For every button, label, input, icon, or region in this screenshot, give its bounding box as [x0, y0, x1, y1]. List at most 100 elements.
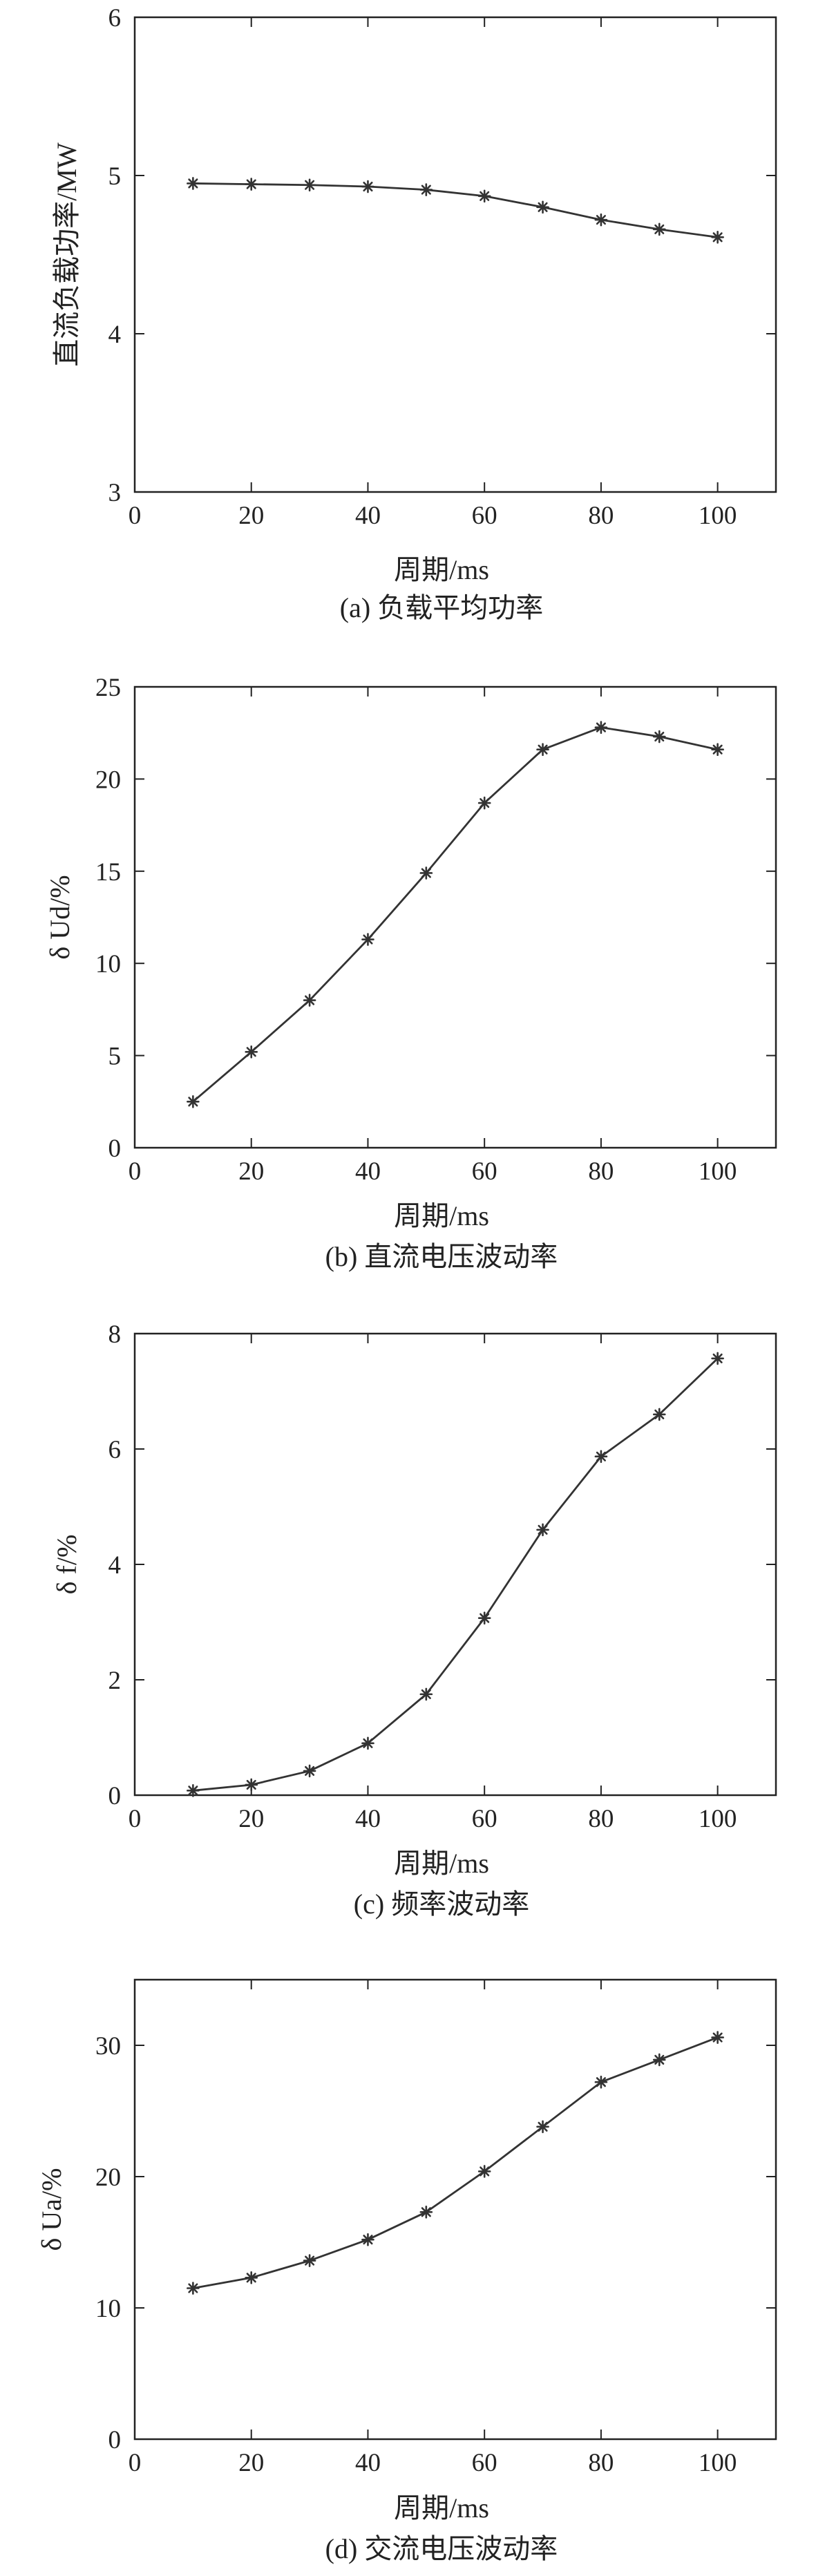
chart-c-x-tick-label: 100 — [699, 1805, 737, 1833]
chart-b-y-tick-label: 25 — [95, 674, 121, 702]
chart-d-data-point — [303, 2254, 316, 2267]
chart-c-y-tick-label: 4 — [108, 1551, 122, 1580]
chart-b-data-point — [652, 730, 666, 744]
chart-d-xlabel: 周期/ms — [394, 2492, 489, 2523]
chart-b-data-point — [419, 866, 433, 880]
chart-b-series-line — [192, 726, 718, 1103]
chart-b-x-tick-label: 60 — [472, 1157, 497, 1186]
chart-d-data-point — [187, 2282, 200, 2295]
chart-b-data-point — [536, 743, 549, 757]
chart-d-data-point — [652, 2053, 666, 2067]
chart-a-x-tick-label: 100 — [699, 502, 737, 530]
chart-a-data-point — [419, 183, 433, 196]
chart-a-ylabel: 直流负载功率/MW — [51, 142, 82, 367]
chart-c-series-line — [193, 1357, 719, 1792]
chart-d-x-tick-label: 80 — [588, 2449, 614, 2477]
chart-c-y-tick-label: 8 — [108, 1320, 122, 1349]
chart-b-ylabel: δ Ud/% — [44, 875, 75, 959]
chart-a-plot-frame — [133, 16, 777, 493]
chart-d-x-tick-label: 100 — [699, 2449, 737, 2477]
chart-c-data-point — [652, 1408, 666, 1421]
chart-d-x-tick-label: 40 — [355, 2449, 381, 2477]
chart-d-plot-frame — [133, 1978, 777, 2441]
chart-c-y-tick-label: 6 — [108, 1436, 122, 1464]
chart-d-data-point — [536, 2120, 549, 2134]
chart-a-y-tick-label: 3 — [108, 479, 122, 507]
chart-c-data-point — [536, 1523, 549, 1537]
chart-c-data-point — [477, 1611, 491, 1625]
chart-d-caption: (d) 交流电压波动率 — [325, 2533, 558, 2564]
chart-a-data-point — [536, 200, 549, 214]
chart-d-data-point — [245, 2271, 258, 2284]
chart-a-data-point — [187, 177, 200, 190]
chart-d-x-tick-label: 60 — [472, 2449, 497, 2477]
chart-c-data-point — [245, 1778, 258, 1792]
chart-b-x-tick-label: 100 — [699, 1157, 737, 1186]
chart-d-y-tick-label: 10 — [95, 2295, 121, 2323]
chart-d-data-point — [361, 2233, 374, 2246]
chart-a-x-tick-label: 80 — [588, 502, 614, 530]
chart-c-y-tick-label: 0 — [108, 1782, 122, 1810]
chart-c-xlabel: 周期/ms — [394, 1848, 489, 1879]
chart-a-data-point — [477, 189, 491, 203]
chart-a-data-point — [711, 231, 724, 244]
chart-a-y-tick-label: 4 — [108, 321, 122, 349]
chart-d-ac-voltage-fluctuation: (d) 交流电压波动率 周期/ms δ Ua/% 0 20 40 60 80 100 0 10… — [36, 1978, 777, 2564]
chart-c-x-tick-label: 60 — [472, 1805, 497, 1833]
chart-c-x-tick-label: 40 — [355, 1805, 381, 1833]
chart-b-plot-frame — [133, 685, 777, 1149]
chart-c-ylabel: δ f/% — [51, 1535, 82, 1595]
chart-d-x-tick-label: 20 — [238, 2449, 264, 2477]
chart-d-data-point — [594, 2075, 608, 2089]
chart-b-y-tick-label: 5 — [108, 1043, 122, 1071]
chart-d-data-point — [477, 2165, 491, 2178]
chart-c-data-point — [361, 1736, 374, 1750]
chart-d-y-tick-label: 0 — [108, 2426, 122, 2454]
chart-a-x-tick-label: 20 — [238, 502, 264, 530]
chart-c-x-tick-label: 0 — [129, 1805, 142, 1833]
chart-a-y-tick-label: 6 — [108, 4, 122, 32]
chart-b-data-point — [477, 796, 491, 810]
chart-c-caption: (c) 频率波动率 — [354, 1888, 529, 1920]
chart-b-dc-voltage-fluctuation: (b) 直流电压波动率 周期/ms δ Ud/% 0 20 40 60 80 100 0 5 1… — [44, 674, 777, 1272]
chart-b-data-point — [711, 743, 724, 757]
chart-a-xlabel: 周期/ms — [394, 554, 489, 585]
chart-c-x-tick-label: 20 — [238, 1805, 264, 1833]
chart-c-data-point — [711, 1352, 724, 1365]
chart-b-y-tick-label: 15 — [95, 858, 121, 887]
chart-a-data-point — [303, 178, 316, 192]
chart-b-y-tick-label: 10 — [95, 950, 121, 978]
chart-b-x-tick-label: 80 — [588, 1157, 614, 1186]
chart-a-series-line — [193, 182, 718, 238]
chart-d-data-point — [419, 2206, 433, 2219]
chart-d-x-tick-label: 0 — [129, 2449, 142, 2477]
chart-b-data-point — [245, 1045, 258, 1059]
chart-d-data-point — [711, 2031, 724, 2044]
chart-b-xlabel: 周期/ms — [394, 1200, 489, 1231]
chart-a-x-tick-label: 40 — [355, 502, 381, 530]
chart-a-load-average-power: (a) 负载平均功率 周期/ms 直流负载功率/MW 0 20 40 60 80 100 3… — [51, 4, 777, 623]
chart-c-data-point — [594, 1450, 608, 1464]
chart-a-y-tick-label: 5 — [108, 162, 122, 191]
chart-c-data-point — [303, 1764, 316, 1778]
chart-b-data-point — [361, 933, 374, 946]
chart-d-ylabel: δ Ua/% — [36, 2168, 67, 2251]
chart-a-data-point — [245, 178, 258, 191]
chart-b-caption: (b) 直流电压波动率 — [325, 1241, 558, 1272]
chart-c-plot-frame — [133, 1332, 777, 1797]
chart-b-data-point — [187, 1095, 200, 1108]
chart-a-data-point — [594, 213, 608, 227]
chart-b-x-tick-label: 40 — [355, 1157, 381, 1186]
chart-c-frequency-fluctuation: (c) 频率波动率 周期/ms δ f/% 0 20 40 60 80 100 0 2 4 6 8 — [51, 1320, 777, 1920]
chart-c-x-tick-label: 80 — [588, 1805, 614, 1833]
chart-a-caption: (a) 负载平均功率 — [340, 592, 543, 623]
chart-b-y-tick-label: 20 — [95, 766, 121, 794]
chart-c-data-point — [419, 1687, 433, 1701]
chart-d-y-tick-label: 30 — [95, 2032, 121, 2061]
chart-b-data-point — [594, 721, 608, 734]
chart-a-x-tick-label: 0 — [129, 502, 142, 530]
chart-a-data-point — [361, 180, 374, 193]
chart-c-data-point — [187, 1784, 200, 1797]
chart-a-data-point — [652, 222, 666, 236]
